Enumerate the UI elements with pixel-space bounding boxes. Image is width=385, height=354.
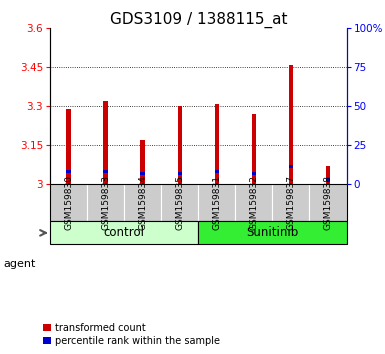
Bar: [252, 114, 256, 184]
Bar: [198, 222, 346, 244]
Bar: [50, 184, 87, 222]
Text: GSM159835: GSM159835: [175, 175, 184, 230]
Text: GSM159832: GSM159832: [249, 176, 258, 230]
Text: Sunitinib: Sunitinib: [246, 226, 298, 239]
Bar: [273, 184, 310, 222]
Text: GSM159831: GSM159831: [212, 175, 221, 230]
Bar: [289, 65, 293, 184]
Bar: [87, 184, 124, 222]
Bar: [326, 166, 330, 184]
Bar: [104, 101, 108, 184]
Text: GSM159837: GSM159837: [286, 175, 295, 230]
Bar: [326, 177, 330, 181]
Text: GSM159833: GSM159833: [101, 175, 110, 230]
Bar: [177, 106, 182, 184]
Text: agent: agent: [4, 259, 36, 269]
Bar: [235, 184, 273, 222]
Bar: [198, 184, 235, 222]
Text: GSM159838: GSM159838: [323, 175, 333, 230]
Bar: [141, 140, 145, 184]
Bar: [50, 184, 346, 222]
Text: control: control: [104, 226, 145, 239]
Bar: [50, 222, 198, 244]
Bar: [214, 104, 219, 184]
Bar: [66, 170, 71, 173]
Bar: [124, 184, 161, 222]
Bar: [104, 170, 108, 173]
Title: GDS3109 / 1388115_at: GDS3109 / 1388115_at: [109, 12, 287, 28]
Bar: [66, 109, 71, 184]
Bar: [161, 184, 198, 222]
Legend: transformed count, percentile rank within the sample: transformed count, percentile rank withi…: [44, 323, 220, 346]
Text: GSM159834: GSM159834: [138, 176, 147, 230]
Bar: [141, 172, 145, 176]
Bar: [289, 165, 293, 168]
Bar: [214, 170, 219, 173]
Bar: [310, 184, 346, 222]
Text: GSM159830: GSM159830: [64, 175, 73, 230]
Bar: [177, 172, 182, 176]
Bar: [252, 172, 256, 176]
